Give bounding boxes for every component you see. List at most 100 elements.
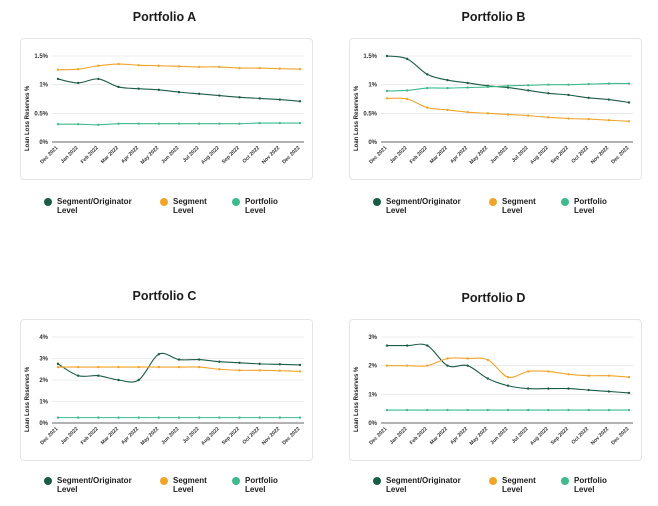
data-point [76, 81, 80, 85]
panel-portfolio-c: Portfolio C Loan Loss Reserves % 0% 1% 2% 3… [0, 253, 329, 506]
legend-label: Segment Level [173, 197, 207, 215]
data-point [97, 64, 100, 67]
data-point [137, 63, 140, 67]
data-point [627, 408, 631, 412]
data-point [157, 365, 161, 369]
data-point [218, 65, 221, 69]
x-tick-label: Jan 2022 [389, 145, 409, 165]
data-point [567, 83, 570, 86]
data-point [298, 363, 302, 367]
legend-swatch [561, 198, 569, 206]
x-tick-label: Dec 2021 [39, 426, 59, 446]
data-point [76, 67, 80, 71]
x-tick-label: Dec 2021 [368, 426, 388, 446]
x-tick-label: Nov 2022 [261, 145, 281, 165]
data-point [627, 120, 631, 123]
chart-legend: Segment/Originator Level Segment Level P… [373, 476, 653, 500]
x-tick-label: Apr 2022 [120, 426, 140, 446]
x-tick-label: Dec 2022 [610, 145, 630, 165]
data-point [278, 363, 282, 366]
data-point [197, 65, 201, 69]
data-point [426, 73, 429, 76]
data-point [278, 369, 282, 372]
data-point [117, 365, 120, 369]
y-tick-label: 1.5% [363, 54, 377, 60]
legend-swatch [232, 477, 240, 485]
data-point [506, 408, 510, 412]
x-tick-label: Oct 2022 [571, 145, 591, 165]
data-point [486, 112, 490, 115]
data-point [385, 97, 389, 100]
data-point [426, 344, 429, 347]
data-point [426, 106, 429, 109]
legend-swatch [489, 198, 497, 206]
data-point [526, 408, 530, 412]
data-point [238, 416, 241, 419]
x-tick-label: Feb 2022 [80, 145, 100, 165]
data-point [446, 364, 449, 367]
data-point [607, 390, 611, 393]
y-tick-label: 2% [39, 378, 48, 384]
x-tick-label: Feb 2022 [80, 426, 100, 446]
y-tick-label: 0% [368, 140, 377, 146]
legend-label: Segment Level [502, 197, 536, 215]
data-point [486, 408, 490, 412]
data-point [385, 344, 389, 347]
x-tick-label: Dec 2022 [281, 145, 301, 165]
data-point [607, 98, 611, 101]
series-line-seg-orig [386, 55, 630, 103]
data-point [466, 110, 469, 114]
data-point [177, 90, 181, 94]
y-tick-label: 3% [39, 357, 48, 363]
data-point [258, 369, 261, 372]
data-point [238, 122, 241, 125]
data-point [97, 77, 100, 81]
legend-label: Segment Level [502, 476, 536, 494]
legend-swatch [489, 477, 497, 485]
data-point [76, 365, 80, 369]
panel-portfolio-d: Portfolio D Loan Loss Reserves % 0% 1% 2% 3… [329, 253, 658, 506]
data-point [97, 416, 100, 419]
line-chart-portfolio-d: 0% 1% 2% 3% Dec 2021 Jan 2022 Feb 2022 Mar 2022… [368, 335, 633, 447]
x-tick-label: Mar 2022 [429, 145, 449, 165]
data-point [137, 87, 140, 90]
data-point [547, 92, 550, 95]
x-tick-label: Apr 2022 [120, 145, 140, 165]
data-point [97, 374, 100, 377]
data-point [97, 365, 100, 369]
data-point [466, 408, 469, 412]
data-point [526, 84, 530, 87]
data-point [526, 387, 530, 390]
data-point [567, 373, 570, 376]
panel-portfolio-a: Portfolio A Loan Loss Reserves % 0% 0.5% 1… [0, 0, 329, 253]
chart-card [20, 319, 313, 461]
legend-label: Segment/Originator Level [386, 197, 461, 215]
data-point [506, 113, 510, 116]
y-tick-label: 2% [368, 364, 377, 370]
legend-swatch [44, 477, 52, 485]
data-point [97, 123, 100, 127]
x-tick-label: Jul 2022 [182, 426, 201, 445]
data-point [426, 364, 429, 367]
y-tick-label: 0.5% [363, 111, 377, 117]
x-tick-label: Apr 2022 [449, 426, 469, 446]
series-line-seg-orig [57, 78, 301, 102]
data-point [117, 62, 120, 66]
data-point [56, 365, 60, 369]
y-tick-label: 1% [39, 400, 48, 406]
data-point [218, 416, 221, 419]
data-point [117, 122, 120, 125]
data-point [426, 86, 429, 90]
x-tick-label: May 2022 [469, 145, 490, 166]
data-point [547, 83, 550, 86]
x-tick-label: Aug 2022 [200, 426, 221, 447]
legend-swatch [373, 198, 381, 206]
data-point [446, 408, 449, 412]
data-point [197, 92, 201, 96]
data-point [506, 375, 510, 379]
data-point [258, 416, 261, 419]
data-point [157, 64, 161, 67]
y-tick-label: 1% [39, 83, 48, 89]
data-point [466, 81, 469, 85]
data-point [177, 416, 181, 419]
